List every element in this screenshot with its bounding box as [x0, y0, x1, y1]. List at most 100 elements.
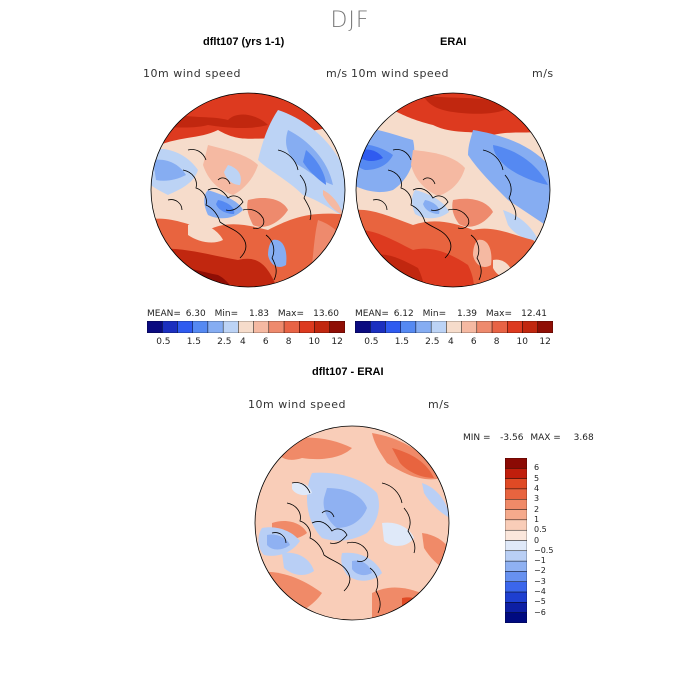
right-colorbar-tick-label: 8 [493, 337, 500, 347]
diff-max-value: 3.68 [573, 433, 594, 443]
right-stats: MEAN= 6.12 Min= 1.39 Max= 12.41 [355, 309, 547, 319]
diff-colorbar-swatch [505, 509, 527, 521]
right-colorbar-swatch [491, 321, 508, 333]
diff-colorbar-label: 4 [534, 483, 540, 493]
diff-colorbar-label: 5 [534, 473, 540, 483]
diff-colorbar-swatch [505, 488, 527, 500]
right-colorbar [355, 321, 553, 333]
diff-colorbar-swatch [505, 560, 527, 572]
diff-colorbar-label: 3 [534, 494, 540, 504]
right-min-value: 1.39 [456, 309, 478, 319]
right-colorbar-swatch [400, 321, 417, 333]
left-mean-value: 6.30 [185, 309, 206, 319]
diff-min-value: -3.56 [500, 433, 524, 443]
left-colorbar-swatch [162, 321, 178, 333]
right-units-label: m/s [532, 67, 554, 80]
right-max-value: 12.41 [521, 309, 547, 319]
diff-colorbar-swatch [505, 571, 527, 582]
right-colorbar-swatch [507, 321, 523, 333]
diff-colorbar-swatch [505, 612, 527, 623]
left-colorbar-swatch [299, 321, 315, 333]
diff-units-label: m/s [428, 398, 450, 411]
left-stats: MEAN= 6.30 Min= 1.83 Max= 13.60 [147, 309, 339, 319]
diff-colorbar-swatch [505, 602, 527, 613]
diff-colorbar-swatch [505, 458, 527, 469]
diff-colorbar-label: 0 [534, 535, 540, 545]
right-min-label: Min= [422, 309, 447, 319]
left-colorbar [147, 321, 345, 333]
diff-panel-title: dflt107 - ERAI [312, 366, 384, 378]
diff-colorbar-label: −0.5 [534, 545, 554, 555]
left-min-label: Min= [214, 309, 239, 319]
left-colorbar-tick-label: 6 [262, 337, 269, 347]
diff-colorbar-swatch [505, 519, 527, 531]
diff-colorbar-swatch [505, 499, 527, 510]
diff-variable-label: 10m wind speed [248, 398, 346, 411]
left-colorbar-swatch [147, 321, 163, 333]
left-max-label: Max= [277, 309, 305, 319]
left-colorbar-tick-label: 1.5 [186, 337, 202, 347]
diff-stats: MIN = -3.56 MAX = 3.68 [463, 433, 594, 443]
left-panel-title: dflt107 (yrs 1-1) [203, 36, 285, 48]
diff-colorbar-swatch [505, 540, 527, 552]
left-colorbar-swatch [314, 321, 330, 333]
left-polar-map [150, 92, 346, 288]
diff-colorbar-label: −5 [534, 597, 546, 607]
diff-colorbar-swatch [505, 468, 527, 479]
diff-colorbar-swatch [505, 478, 527, 490]
right-colorbar-tick-label: 12 [539, 337, 551, 347]
right-colorbar-swatch [385, 321, 401, 333]
right-colorbar-swatch [430, 321, 447, 333]
diff-colorbar-swatch [505, 591, 527, 603]
left-units-label: m/s [326, 67, 348, 80]
left-colorbar-tick-label: 10 [308, 337, 320, 347]
figure-title: DJF [330, 8, 370, 33]
right-colorbar-tick-label: 2.5 [425, 337, 440, 347]
right-colorbar-tick-label: 0.5 [364, 337, 379, 347]
left-colorbar-swatch [283, 321, 300, 333]
right-colorbar-tick-label: 1.5 [394, 337, 410, 347]
right-mean-label: MEAN= [355, 309, 389, 319]
right-colorbar-swatch [370, 321, 386, 333]
left-variable-label: 10m wind speed [143, 67, 241, 80]
left-colorbar-swatch [207, 321, 224, 333]
diff-colorbar-label: −2 [534, 566, 546, 576]
left-max-value: 13.60 [313, 309, 339, 319]
right-colorbar-tick-label: 10 [516, 337, 528, 347]
right-colorbar-tick-label: 6 [470, 337, 477, 347]
left-colorbar-swatch [192, 321, 209, 333]
diff-colorbar-labels: 6 5 4 3 2 1 0.5 0 −0.5 −1 −2 −3 −4 −5 −6 [532, 458, 572, 623]
right-max-label: Max= [485, 309, 513, 319]
diff-max-label: MAX = [530, 433, 561, 443]
left-colorbar-swatch [222, 321, 239, 333]
left-colorbar-swatch [253, 321, 270, 333]
diff-colorbar [505, 458, 527, 623]
right-panel-title: ERAI [440, 36, 467, 48]
right-colorbar-swatch [415, 321, 432, 333]
left-min-value: 1.83 [248, 309, 270, 319]
diff-colorbar-label: 2 [534, 504, 540, 514]
diff-colorbar-swatch [505, 550, 527, 562]
diff-colorbar-label: −1 [534, 556, 546, 566]
right-variable-label: 10m wind speed [351, 67, 449, 80]
diff-colorbar-label: −4 [534, 587, 546, 597]
right-colorbar-swatch [355, 321, 371, 333]
diff-colorbar-label: 1 [534, 514, 540, 524]
right-colorbar-ticks: 0.5 1.5 2.5 4 6 8 10 12 [355, 337, 553, 349]
right-colorbar-swatch [461, 321, 478, 333]
diff-colorbar-label: −3 [534, 576, 546, 586]
diff-colorbar-label: −6 [534, 607, 546, 617]
left-colorbar-swatch [177, 321, 193, 333]
diff-colorbar-swatch [505, 529, 527, 541]
diff-min-label: MIN = [463, 433, 491, 443]
diff-colorbar-label: 0.5 [534, 525, 547, 535]
right-colorbar-swatch [446, 321, 462, 333]
diff-colorbar-swatch [505, 581, 527, 593]
diff-polar-map [254, 425, 450, 621]
right-colorbar-tick-label: 4 [448, 337, 454, 347]
right-colorbar-swatch [476, 321, 493, 333]
left-colorbar-tick-label: 2.5 [217, 337, 232, 347]
left-colorbar-swatch [238, 321, 254, 333]
right-mean-value: 6.12 [393, 309, 414, 319]
left-colorbar-tick-label: 0.5 [156, 337, 171, 347]
